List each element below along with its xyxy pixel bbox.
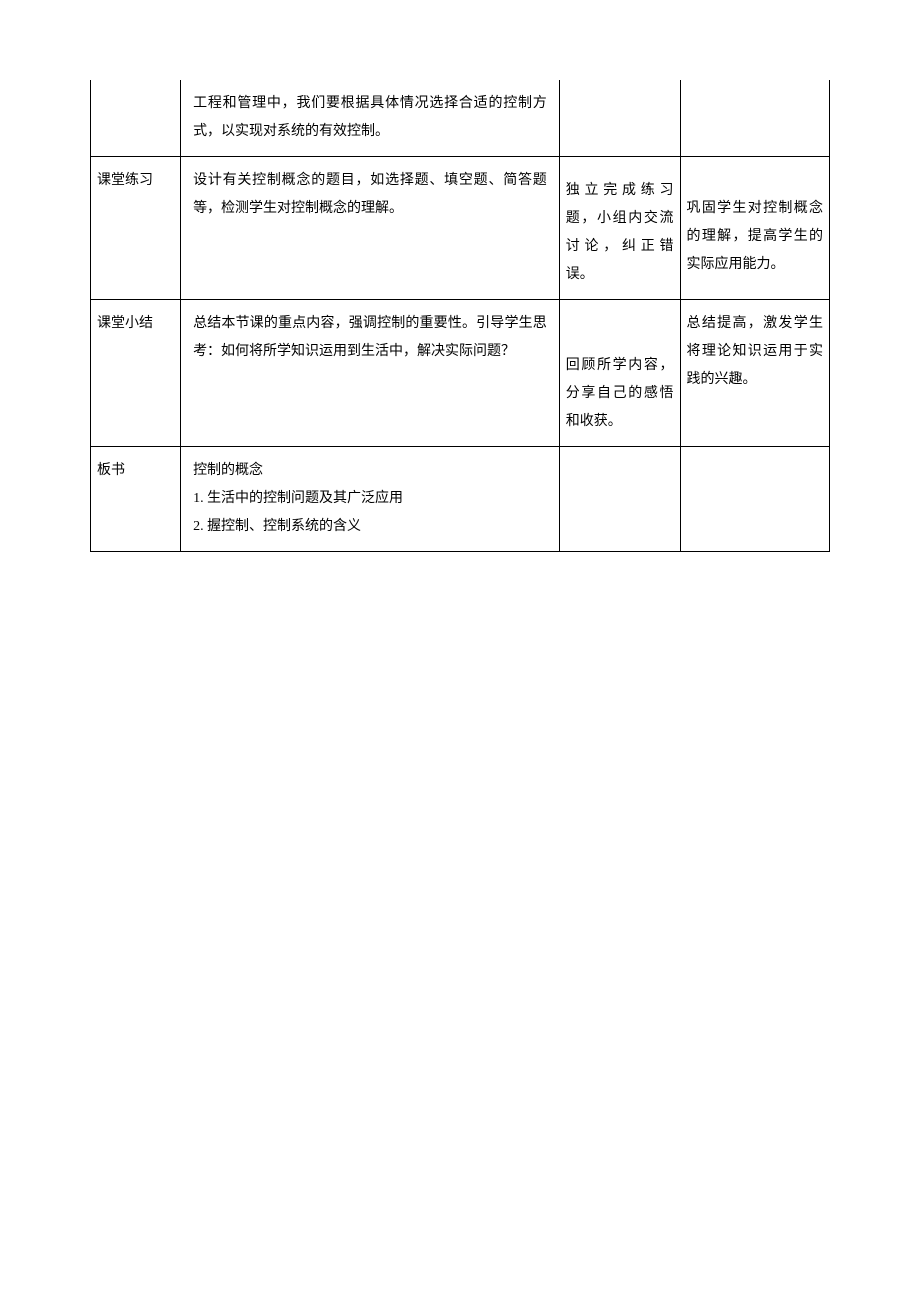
table-row: 工程和管理中，我们要根据具体情况选择合适的控制方式，以实现对系统的有效控制。 bbox=[91, 80, 830, 157]
student-activity-cell: 回顾所学内容，分享自己的感悟和收获。 bbox=[559, 300, 680, 447]
table-row: 课堂练习 设计有关控制概念的题目，如选择题、填空题、简答题等，检测学生对控制概念… bbox=[91, 157, 830, 300]
stage-cell: 板书 bbox=[91, 447, 181, 552]
teacher-activity-cell: 工程和管理中，我们要根据具体情况选择合适的控制方式，以实现对系统的有效控制。 bbox=[181, 80, 560, 157]
table-row: 板书 控制的概念 1. 生活中的控制问题及其广泛应用 2. 握控制、控制系统的含… bbox=[91, 447, 830, 552]
teacher-activity-cell: 设计有关控制概念的题目，如选择题、填空题、简答题等，检测学生对控制概念的理解。 bbox=[181, 157, 560, 300]
design-intention-cell bbox=[680, 80, 829, 157]
cell-text: 课堂练习 bbox=[97, 173, 153, 188]
cell-text: 课堂小结 bbox=[97, 316, 153, 331]
teacher-activity-cell: 总结本节课的重点内容，强调控制的重要性。引导学生思考：如何将所学知识运用到生活中… bbox=[181, 300, 560, 447]
cell-text: 总结提高，激发学生将理论知识运用于实践的兴趣。 bbox=[687, 316, 823, 387]
cell-text: 巩固学生对控制概念的理解，提高学生的实际应用能力。 bbox=[687, 201, 823, 272]
design-intention-cell: 巩固学生对控制概念的理解，提高学生的实际应用能力。 bbox=[680, 157, 829, 300]
stage-cell bbox=[91, 80, 181, 157]
design-intention-cell bbox=[680, 447, 829, 552]
board-title: 控制的概念 bbox=[193, 457, 547, 485]
board-item: 2. 握控制、控制系统的含义 bbox=[193, 513, 547, 541]
cell-text: 工程和管理中，我们要根据具体情况选择合适的控制方式，以实现对系统的有效控制。 bbox=[193, 96, 547, 139]
stage-cell: 课堂小结 bbox=[91, 300, 181, 447]
cell-text: 设计有关控制概念的题目，如选择题、填空题、简答题等，检测学生对控制概念的理解。 bbox=[193, 173, 547, 216]
lesson-plan-table: 工程和管理中，我们要根据具体情况选择合适的控制方式，以实现对系统的有效控制。 课… bbox=[90, 80, 830, 552]
cell-text: 板书 bbox=[97, 463, 125, 478]
cell-text: 回顾所学内容，分享自己的感悟和收获。 bbox=[566, 358, 674, 429]
cell-text: 总结本节课的重点内容，强调控制的重要性。引导学生思考：如何将所学知识运用到生活中… bbox=[193, 316, 547, 359]
teacher-activity-cell: 控制的概念 1. 生活中的控制问题及其广泛应用 2. 握控制、控制系统的含义 bbox=[181, 447, 560, 552]
board-item: 1. 生活中的控制问题及其广泛应用 bbox=[193, 485, 547, 513]
stage-cell: 课堂练习 bbox=[91, 157, 181, 300]
student-activity-cell bbox=[559, 80, 680, 157]
cell-text: 独立完成练习题，小组内交流讨论，纠正错误。 bbox=[566, 183, 674, 282]
table-row: 课堂小结 总结本节课的重点内容，强调控制的重要性。引导学生思考：如何将所学知识运… bbox=[91, 300, 830, 447]
student-activity-cell bbox=[559, 447, 680, 552]
design-intention-cell: 总结提高，激发学生将理论知识运用于实践的兴趣。 bbox=[680, 300, 829, 447]
student-activity-cell: 独立完成练习题，小组内交流讨论，纠正错误。 bbox=[559, 157, 680, 300]
